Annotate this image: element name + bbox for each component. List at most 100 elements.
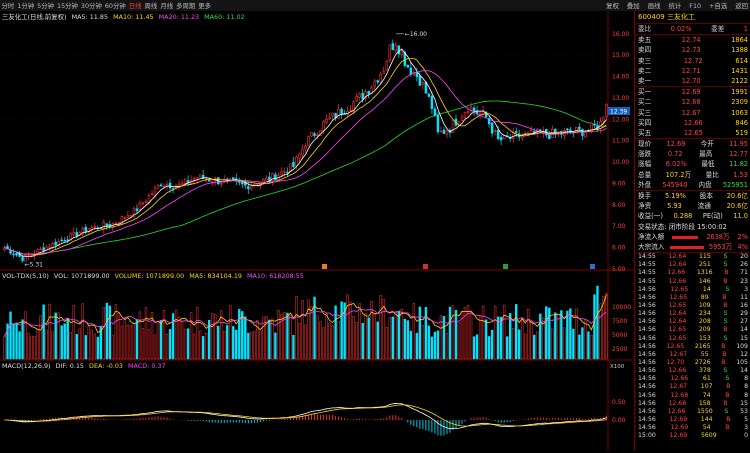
trade-row: 14:56 12.70 2726 B 105 bbox=[635, 359, 750, 367]
candle-body bbox=[219, 183, 223, 185]
candle-body bbox=[328, 117, 331, 120]
trade-side: S bbox=[725, 285, 730, 293]
period-tab[interactable]: 30分钟 bbox=[80, 2, 102, 10]
trade-price: 12.65 bbox=[670, 285, 689, 293]
volume-bar bbox=[376, 321, 379, 360]
candle-body bbox=[569, 129, 572, 133]
stat-value: 5.19% bbox=[664, 192, 686, 200]
trade-price: 12.68 bbox=[668, 399, 687, 407]
volume-bar bbox=[156, 321, 160, 360]
ask-row: 卖二 12.71 1431 bbox=[635, 66, 750, 76]
trade-side: B bbox=[723, 301, 728, 309]
candle-body bbox=[313, 133, 316, 136]
volume-bar bbox=[189, 312, 193, 360]
trade-row: 14:56 12.66 1550 S 53 bbox=[635, 408, 750, 416]
volume-bar bbox=[72, 305, 75, 360]
flow-pct: 4% bbox=[737, 242, 748, 251]
period-tab[interactable]: 5分钟 bbox=[37, 2, 54, 10]
candle-body bbox=[490, 122, 494, 134]
back-button[interactable]: 返回 bbox=[735, 2, 748, 10]
event-icon bbox=[503, 264, 508, 269]
volume-bar bbox=[316, 315, 319, 360]
kline-chart[interactable]: 16.00 15.00 14.00 13.00 12.00 11.00 10.00 9.00 8… bbox=[0, 11, 634, 451]
volume-bar bbox=[232, 326, 235, 360]
volume-bar bbox=[45, 329, 48, 360]
ask-volume: 1864 bbox=[731, 36, 748, 45]
draw-line-button[interactable]: 画线 bbox=[647, 2, 661, 10]
overlay-button[interactable]: 叠加 bbox=[626, 2, 640, 10]
period-tab[interactable]: 分时 bbox=[1, 2, 15, 10]
stat-value: 11.95 bbox=[729, 140, 748, 149]
trade-count: 14 bbox=[740, 367, 748, 375]
statistics-button[interactable]: 统计 bbox=[668, 2, 682, 10]
ask-row: 卖四 12.73 1388 bbox=[635, 45, 750, 55]
trade-side: S bbox=[723, 318, 728, 326]
trade-volume: 144 bbox=[700, 415, 713, 423]
trade-count: 5 bbox=[744, 415, 748, 423]
volume-bar bbox=[367, 317, 370, 360]
trade-time: 14:56 bbox=[638, 358, 656, 366]
trade-time: 14:55 bbox=[638, 253, 656, 261]
period-tab[interactable]: 多周期 bbox=[176, 2, 196, 10]
stat-label: 净资 bbox=[638, 202, 652, 211]
trade-time: 14:55 bbox=[638, 269, 656, 277]
period-tab[interactable]: 1分钟 bbox=[17, 2, 35, 10]
volume-bar bbox=[262, 316, 265, 360]
trade-price: 12.65 bbox=[666, 342, 685, 350]
fuquan-button[interactable]: 复权 bbox=[606, 2, 619, 10]
volume-bar bbox=[530, 320, 533, 360]
ask-price: 12.70 bbox=[681, 76, 701, 85]
volume-bar bbox=[593, 294, 596, 360]
candle-body bbox=[153, 187, 157, 196]
trade-volume: 158 bbox=[698, 399, 711, 407]
trade-row: 14:56 12.66 61 S 8 bbox=[635, 375, 750, 383]
flow-value: 5953万 bbox=[708, 242, 733, 251]
trade-volume: 14 bbox=[702, 285, 711, 293]
candle-body bbox=[229, 178, 232, 181]
volume-bar bbox=[54, 312, 57, 360]
volume-bar bbox=[295, 296, 298, 360]
period-tab[interactable]: 月线 bbox=[160, 2, 174, 10]
candle-body bbox=[385, 60, 389, 71]
candle-body bbox=[382, 71, 385, 74]
ma10-value: MA10: 11.45 bbox=[113, 13, 154, 21]
trade-volume: 378 bbox=[698, 367, 711, 375]
candle-body bbox=[232, 177, 235, 181]
period-tab[interactable]: 周线 bbox=[144, 2, 158, 10]
volume-bar bbox=[165, 334, 169, 360]
period-tab[interactable]: 15分钟 bbox=[57, 2, 78, 10]
period-tab-more[interactable]: 更多 bbox=[198, 2, 212, 10]
volume-bar bbox=[147, 329, 151, 360]
trade-side: B bbox=[722, 293, 727, 301]
add-watchlist-button[interactable]: +自选 bbox=[709, 2, 728, 10]
period-tab[interactable]: 60分钟 bbox=[104, 2, 126, 10]
f10-button[interactable]: F10 bbox=[689, 1, 702, 10]
trade-volume: 1550 bbox=[697, 407, 713, 415]
trade-row: 14:55 12.66 1316 B 71 bbox=[635, 269, 750, 277]
chart-area[interactable]: 16.00 15.00 14.00 13.00 12.00 11.00 10.00 9.00 8… bbox=[0, 11, 634, 451]
candle-body bbox=[54, 241, 57, 246]
volume-bar bbox=[463, 307, 467, 360]
volume-bar bbox=[36, 328, 39, 360]
candle-body bbox=[298, 153, 301, 159]
period-tab-daily[interactable]: 日线 bbox=[128, 2, 142, 10]
candle-body bbox=[593, 123, 596, 126]
volume-bar bbox=[271, 318, 274, 360]
volume-bar bbox=[388, 317, 391, 360]
candle-body bbox=[250, 185, 253, 190]
candle-body bbox=[138, 202, 142, 210]
bid-level-label: 买四 bbox=[638, 118, 652, 127]
price-axis-label: 12.00 bbox=[612, 116, 629, 123]
candle-body bbox=[442, 129, 446, 134]
trade-price: 12.65 bbox=[668, 301, 687, 309]
volume-bar bbox=[406, 320, 410, 360]
ask-volume: 1388 bbox=[731, 46, 748, 55]
candle-body bbox=[466, 111, 470, 113]
volume-bar bbox=[24, 311, 27, 360]
trade-volume: 153 bbox=[698, 334, 711, 342]
volume-bar bbox=[403, 318, 407, 360]
volume-bar bbox=[505, 336, 509, 360]
tick-trades[interactable]: 14:55 12.64 115 S 20 14:55 12.64 251 S 26 14:55 12.… bbox=[635, 253, 750, 440]
ma60-value: MA60: 11.02 bbox=[204, 13, 245, 21]
bid-volume: 2309 bbox=[731, 98, 748, 107]
